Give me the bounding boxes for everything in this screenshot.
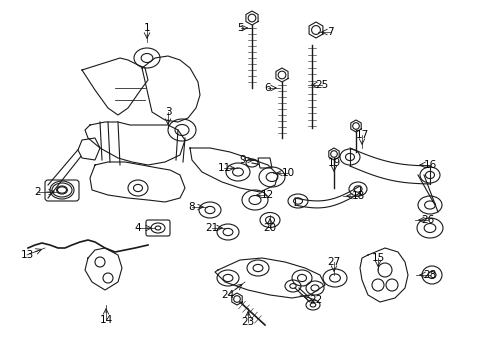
Text: 26: 26 — [421, 215, 434, 225]
Text: 16: 16 — [423, 160, 436, 170]
Text: 8: 8 — [188, 202, 195, 212]
Text: 28: 28 — [423, 270, 436, 280]
Text: 21: 21 — [205, 223, 218, 233]
Polygon shape — [78, 138, 100, 160]
Polygon shape — [215, 258, 325, 298]
Ellipse shape — [242, 190, 267, 210]
Text: 23: 23 — [241, 317, 254, 327]
Text: 3: 3 — [164, 107, 171, 117]
Text: 13: 13 — [20, 250, 34, 260]
Text: 22: 22 — [309, 295, 322, 305]
Text: 18: 18 — [351, 191, 364, 201]
Polygon shape — [350, 120, 361, 132]
Polygon shape — [190, 148, 278, 192]
Circle shape — [278, 71, 285, 79]
Ellipse shape — [421, 266, 441, 284]
Text: 12: 12 — [260, 190, 273, 200]
Polygon shape — [275, 68, 287, 82]
Text: 27: 27 — [326, 257, 340, 267]
Circle shape — [311, 26, 320, 35]
Polygon shape — [82, 58, 148, 115]
Text: 7: 7 — [326, 27, 333, 37]
Polygon shape — [328, 148, 339, 160]
Text: 15: 15 — [370, 253, 384, 263]
Polygon shape — [308, 22, 322, 38]
Circle shape — [247, 14, 255, 22]
Ellipse shape — [245, 159, 258, 167]
Polygon shape — [245, 11, 258, 25]
Text: 1: 1 — [143, 23, 150, 33]
Polygon shape — [359, 248, 407, 302]
FancyBboxPatch shape — [146, 220, 170, 236]
Text: 6: 6 — [264, 83, 271, 93]
Polygon shape — [142, 56, 200, 122]
Ellipse shape — [260, 212, 280, 228]
Text: 19: 19 — [326, 158, 340, 168]
Text: 11: 11 — [217, 163, 230, 173]
Polygon shape — [231, 293, 242, 305]
Text: 2: 2 — [35, 187, 41, 197]
Polygon shape — [90, 162, 184, 202]
Polygon shape — [258, 158, 271, 168]
Circle shape — [352, 123, 359, 129]
Text: 24: 24 — [221, 290, 234, 300]
FancyBboxPatch shape — [45, 180, 79, 201]
Polygon shape — [85, 248, 122, 290]
Text: 25: 25 — [315, 80, 328, 90]
Circle shape — [233, 296, 240, 302]
Text: 5: 5 — [237, 23, 244, 33]
Text: 4: 4 — [134, 223, 141, 233]
Text: 17: 17 — [355, 130, 368, 140]
Circle shape — [330, 151, 337, 157]
Text: 10: 10 — [281, 168, 294, 178]
Text: 20: 20 — [263, 223, 276, 233]
Polygon shape — [85, 122, 184, 165]
Text: 9: 9 — [239, 155, 246, 165]
Text: 14: 14 — [99, 315, 112, 325]
